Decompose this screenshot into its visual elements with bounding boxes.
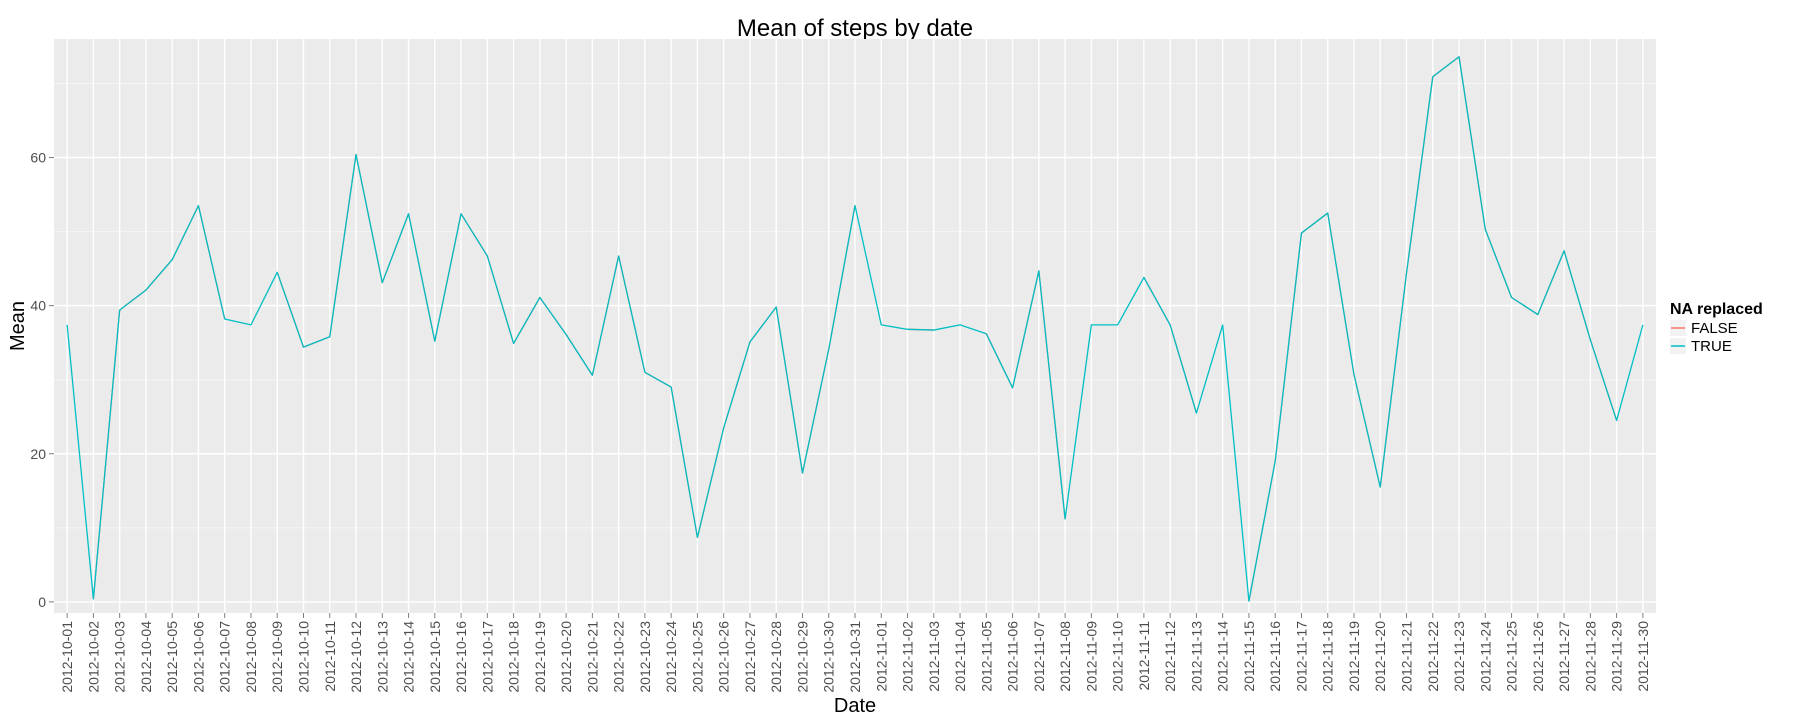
- x-tick-label: 2012-11-21: [1399, 621, 1415, 692]
- x-tick-label: 2012-10-30: [821, 621, 837, 693]
- x-tick-label: 2012-11-18: [1320, 621, 1336, 692]
- x-tick-label: 2012-10-04: [138, 621, 154, 693]
- legend-label: FALSE: [1691, 320, 1738, 337]
- x-tick-label: 2012-11-07: [1031, 621, 1047, 692]
- legend-item-false: FALSE: [1670, 320, 1738, 337]
- x-tick-label: 2012-10-21: [584, 621, 600, 693]
- x-tick-label: 2012-11-14: [1215, 621, 1231, 692]
- legend-item-true: TRUE: [1670, 338, 1732, 355]
- x-tick-label: 2012-11-15: [1241, 621, 1257, 692]
- x-tick-label: 2012-10-12: [348, 621, 364, 693]
- x-tick-label: 2012-10-28: [768, 621, 784, 693]
- x-tick-label: 2012-10-17: [479, 621, 495, 693]
- x-tick-label: 2012-11-16: [1267, 621, 1283, 692]
- x-tick-label: 2012-10-08: [243, 621, 259, 693]
- x-tick-label: 2012-10-10: [295, 621, 311, 693]
- x-tick-label: 2012-10-20: [558, 621, 574, 693]
- x-tick-label: 2012-11-19: [1346, 621, 1362, 692]
- x-tick-label: 2012-11-02: [900, 621, 916, 692]
- x-tick-label: 2012-11-25: [1504, 621, 1520, 692]
- x-tick-label: 2012-11-11: [1136, 621, 1152, 691]
- x-tick-label: 2012-10-13: [374, 621, 390, 693]
- x-tick-label: 2012-11-22: [1425, 621, 1441, 692]
- x-tick-label: 2012-10-16: [453, 621, 469, 693]
- x-tick-label: 2012-11-08: [1057, 621, 1073, 692]
- x-tick-label: 2012-11-30: [1635, 621, 1651, 692]
- x-tick-label: 2012-10-06: [190, 621, 206, 693]
- y-tick-label: 20: [30, 446, 46, 462]
- chart-title: Mean of steps by date: [737, 15, 973, 42]
- x-tick-label: 2012-10-24: [663, 621, 679, 693]
- x-tick-label: 2012-11-27: [1556, 621, 1572, 692]
- y-tick-label: 40: [30, 298, 46, 314]
- x-tick-label: 2012-10-09: [269, 621, 285, 693]
- x-tick-label: 2012-11-05: [978, 621, 994, 692]
- x-tick-label: 2012-11-24: [1477, 621, 1493, 692]
- x-tick-label: 2012-11-23: [1451, 621, 1467, 692]
- x-tick-label: 2012-11-10: [1110, 621, 1126, 692]
- gridlines: [54, 39, 1656, 613]
- legend-title: NA replaced: [1670, 301, 1763, 318]
- legend-label: TRUE: [1691, 338, 1732, 355]
- x-tick-label: 2012-10-07: [217, 621, 233, 693]
- x-tick-label: 2012-10-03: [112, 621, 128, 693]
- x-tick-label: 2012-10-25: [689, 621, 705, 693]
- x-axis-ticks: 2012-10-01 2012-10-02 2012-10-03 2012-10-04…: [59, 613, 1651, 693]
- x-tick-label: 2012-11-04: [952, 621, 968, 692]
- x-tick-label: 2012-10-31: [847, 621, 863, 693]
- x-tick-label: 2012-10-01: [59, 621, 75, 693]
- x-tick-label: 2012-10-27: [742, 621, 758, 693]
- y-tick-label: 60: [30, 150, 46, 166]
- x-tick-label: 2012-10-14: [401, 621, 417, 693]
- x-tick-label: 2012-10-22: [611, 621, 627, 693]
- x-tick-label: 2012-11-01: [873, 621, 889, 692]
- x-tick-label: 2012-10-18: [506, 621, 522, 693]
- y-axis-ticks: 0 20 40 60: [30, 150, 54, 610]
- series-lines: [66, 56, 1644, 602]
- x-tick-label: 2012-11-09: [1083, 621, 1099, 692]
- x-tick-label: 2012-10-23: [637, 621, 653, 693]
- x-tick-label: 2012-11-29: [1609, 621, 1625, 692]
- x-tick-label: 2012-11-20: [1372, 621, 1388, 692]
- x-tick-label: 2012-11-03: [926, 621, 942, 692]
- x-axis-title: Date: [834, 695, 876, 717]
- x-tick-label: 2012-11-28: [1582, 621, 1598, 692]
- y-axis-title: Mean: [7, 301, 29, 351]
- y-tick-label: 0: [38, 594, 46, 610]
- x-tick-label: 2012-11-17: [1293, 621, 1309, 692]
- x-tick-label: 2012-10-05: [164, 621, 180, 693]
- x-tick-label: 2012-10-29: [794, 621, 810, 693]
- x-tick-label: 2012-11-13: [1188, 621, 1204, 692]
- x-tick-label: 2012-10-11: [322, 621, 338, 692]
- series-line-true: [66, 56, 1644, 602]
- x-tick-label: 2012-10-02: [85, 621, 101, 693]
- x-tick-label: 2012-10-15: [427, 621, 443, 693]
- x-tick-label: 2012-11-06: [1005, 621, 1021, 692]
- x-tick-label: 2012-10-26: [716, 621, 732, 693]
- x-tick-label: 2012-10-19: [532, 621, 548, 693]
- x-tick-label: 2012-11-26: [1530, 621, 1546, 692]
- x-tick-label: 2012-11-12: [1162, 621, 1178, 692]
